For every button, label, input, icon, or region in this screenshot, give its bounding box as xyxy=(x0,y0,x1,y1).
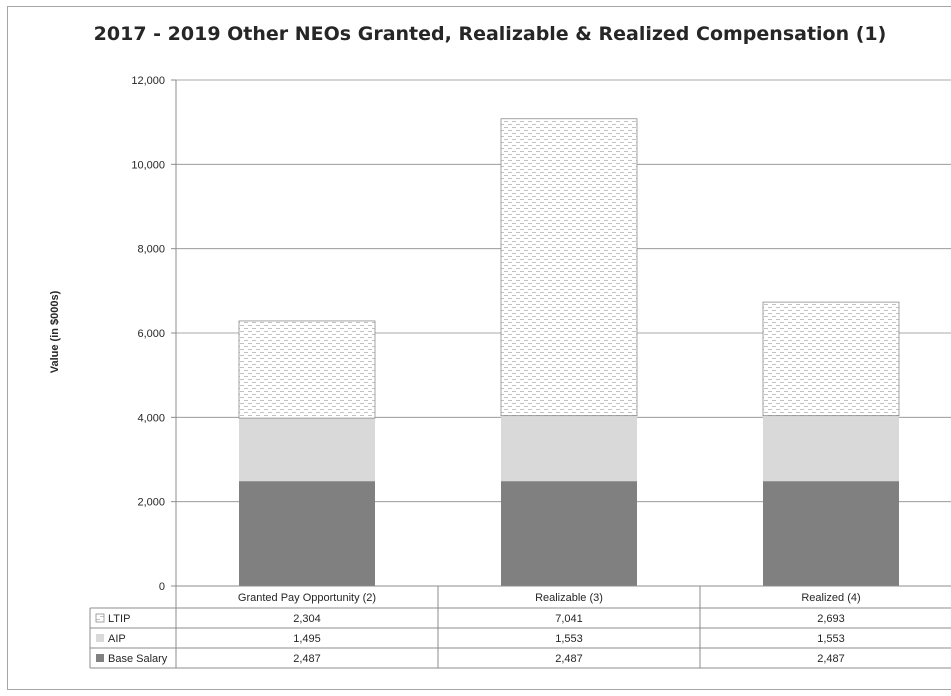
legend-label: Base Salary xyxy=(108,653,168,665)
y-tick-label: 6,000 xyxy=(137,328,165,340)
legend-key-ltip xyxy=(95,613,105,623)
y-tick-label: 4,000 xyxy=(137,412,165,424)
data-label: 2,487 xyxy=(293,653,321,665)
y-axis-label: Value (in $000s) xyxy=(49,290,61,373)
bar-base-salary xyxy=(763,481,899,586)
data-label: 7,041 xyxy=(555,613,583,625)
data-label: 2,487 xyxy=(817,653,845,665)
chart-title: 2017 - 2019 Other NEOs Granted, Realizab… xyxy=(94,23,887,45)
y-tick-label: 2,000 xyxy=(137,497,165,509)
legend-key-base-salary xyxy=(96,654,104,662)
bar-aip xyxy=(501,415,637,482)
x-tick-label: Realized (4) xyxy=(801,592,860,604)
bar-ltip xyxy=(238,320,376,419)
axes xyxy=(171,79,951,587)
y-tick-label: 10,000 xyxy=(131,159,165,171)
data-label: 1,495 xyxy=(293,633,321,645)
legend-label: LTIP xyxy=(108,613,130,625)
y-tick-label: 12,000 xyxy=(131,75,165,87)
y-tick-label: 8,000 xyxy=(137,244,165,256)
x-tick-label: Granted Pay Opportunity (2) xyxy=(238,592,376,604)
bar-ltip xyxy=(762,301,900,417)
data-label: 1,553 xyxy=(555,633,583,645)
bar-aip xyxy=(239,418,375,482)
data-table: Granted Pay Opportunity (2) Realizable (3… xyxy=(89,586,951,669)
data-label: 2,693 xyxy=(817,613,845,625)
data-label: 2,487 xyxy=(555,653,583,665)
data-label: 2,304 xyxy=(293,613,321,625)
bar-ltip xyxy=(500,118,638,417)
bar-base-salary xyxy=(239,481,375,586)
bar-base-salary xyxy=(501,481,637,586)
bars xyxy=(238,118,900,586)
data-label: 1,553 xyxy=(817,633,845,645)
legend-label: AIP xyxy=(108,633,126,645)
bar-aip xyxy=(763,415,899,482)
legend-key-aip xyxy=(96,634,104,642)
y-tick-label: 0 xyxy=(159,581,165,593)
x-tick-label: Realizable (3) xyxy=(535,592,603,604)
y-axis-ticks: 0 2,000 4,000 6,000 8,000 10,000 12,000 xyxy=(131,75,165,593)
